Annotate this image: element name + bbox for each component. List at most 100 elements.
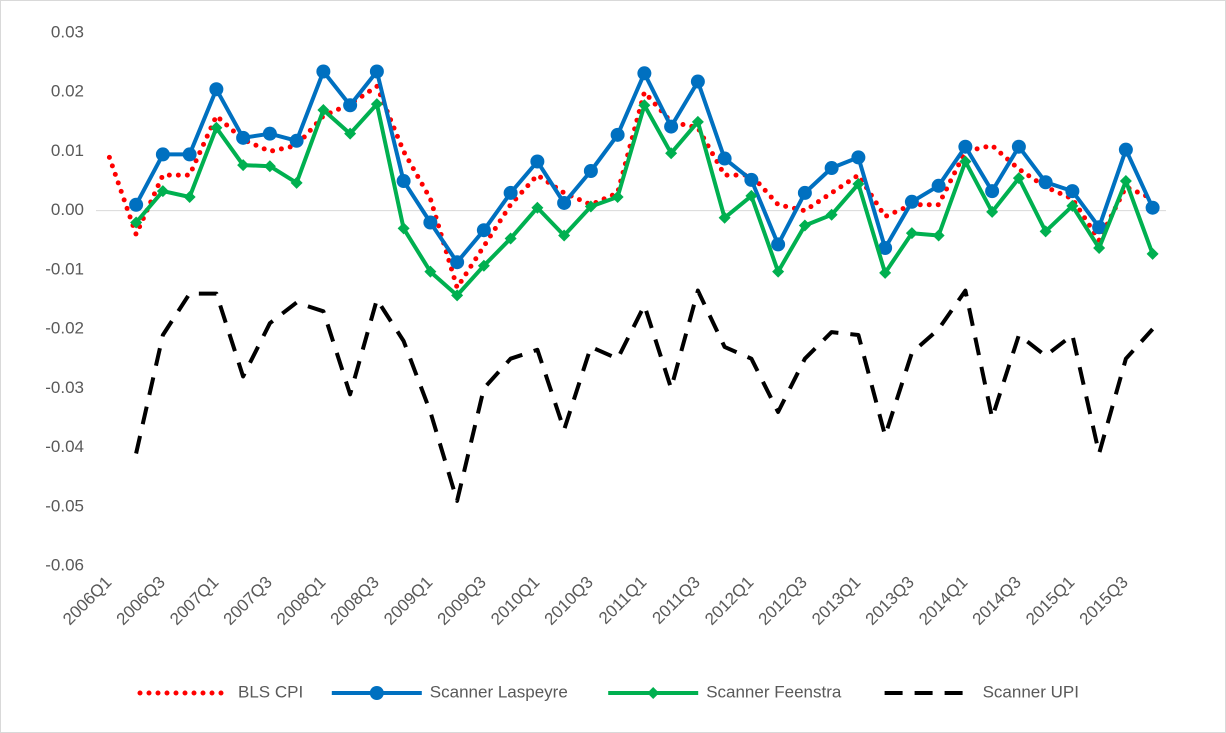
legend-item: Scanner Laspeyre [331, 682, 568, 701]
y-tick-label: -0.04 [45, 437, 84, 456]
point [236, 130, 251, 145]
point [450, 255, 465, 270]
point [690, 74, 705, 89]
y-tick-label: -0.05 [45, 496, 84, 515]
point [665, 147, 678, 160]
point [1066, 199, 1079, 212]
point [745, 189, 758, 202]
point [959, 155, 972, 168]
point [397, 222, 410, 235]
legend-marker [369, 686, 384, 700]
point [370, 98, 383, 111]
point [237, 159, 250, 172]
point [851, 150, 866, 165]
point [798, 219, 811, 232]
point [986, 205, 999, 218]
point [183, 191, 196, 204]
point [932, 229, 945, 242]
point [958, 139, 973, 154]
point [210, 121, 223, 134]
point [209, 82, 224, 97]
point [424, 265, 437, 278]
point [289, 133, 304, 148]
point [155, 147, 170, 162]
point [1038, 175, 1053, 190]
point [1039, 225, 1052, 238]
point [343, 98, 358, 113]
point [879, 266, 892, 279]
point [530, 154, 545, 169]
point [664, 119, 679, 134]
point [531, 201, 544, 214]
point [638, 99, 651, 112]
point [1093, 241, 1106, 254]
point [985, 184, 1000, 199]
point [1011, 139, 1026, 154]
legend-item: Scanner UPI [884, 682, 1079, 701]
line [134, 288, 1155, 503]
point [1065, 184, 1080, 199]
point [182, 147, 197, 162]
y-tick-label: -0.03 [45, 378, 84, 397]
point [744, 172, 759, 187]
point [263, 160, 276, 173]
point [316, 64, 331, 79]
y-tick-label: -0.01 [45, 259, 84, 278]
point [477, 259, 490, 272]
point [824, 161, 839, 176]
point [503, 185, 518, 200]
legend-item: Scanner Feenstra [608, 682, 842, 701]
legend-marker [647, 687, 660, 699]
point [1146, 247, 1159, 260]
point [691, 115, 704, 128]
y-tick-label: -0.02 [45, 319, 84, 338]
point [852, 178, 865, 191]
point [262, 126, 277, 141]
point [156, 185, 169, 198]
legend-label: Scanner Feenstra [706, 682, 842, 701]
point [396, 174, 411, 189]
point [717, 151, 732, 166]
point [476, 223, 491, 238]
point [451, 289, 464, 302]
point [557, 195, 572, 210]
y-tick-label: 0.01 [51, 141, 84, 160]
point [130, 216, 143, 229]
point [1118, 142, 1133, 157]
point [129, 197, 144, 212]
point [558, 229, 571, 242]
point [771, 237, 786, 252]
point [825, 208, 838, 221]
point [317, 103, 330, 116]
point [878, 240, 893, 255]
series [129, 64, 1160, 270]
point [637, 66, 652, 81]
point [504, 232, 517, 245]
legend-label: Scanner UPI [983, 682, 1079, 701]
point [1119, 175, 1132, 188]
y-tick-label: 0.00 [51, 200, 84, 219]
y-tick-label: 0.03 [51, 22, 84, 41]
series [130, 98, 1159, 302]
line [106, 83, 1156, 291]
point [584, 200, 597, 213]
point [797, 185, 812, 200]
point [904, 194, 919, 209]
point [1092, 220, 1107, 235]
point [772, 265, 785, 278]
point [344, 127, 357, 140]
point [931, 178, 946, 193]
legend-label: BLS CPI [238, 682, 303, 701]
point [583, 163, 598, 178]
series [134, 288, 1155, 503]
y-tick-label: -0.06 [45, 555, 84, 574]
point [290, 176, 303, 189]
point [718, 211, 731, 224]
point [610, 127, 625, 142]
legend-item: BLS CPI [137, 682, 303, 701]
y-tick-label: 0.02 [51, 82, 84, 101]
point [611, 191, 624, 204]
point [905, 227, 918, 240]
point [369, 64, 384, 79]
